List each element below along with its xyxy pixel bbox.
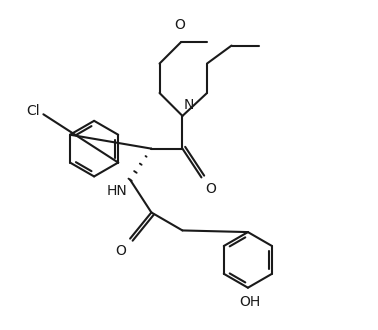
Text: HN: HN [107,184,127,198]
Text: N: N [184,98,194,112]
Text: O: O [174,18,185,32]
Text: OH: OH [239,295,260,309]
Text: Cl: Cl [26,104,40,118]
Text: O: O [115,244,126,257]
Text: O: O [205,182,216,196]
